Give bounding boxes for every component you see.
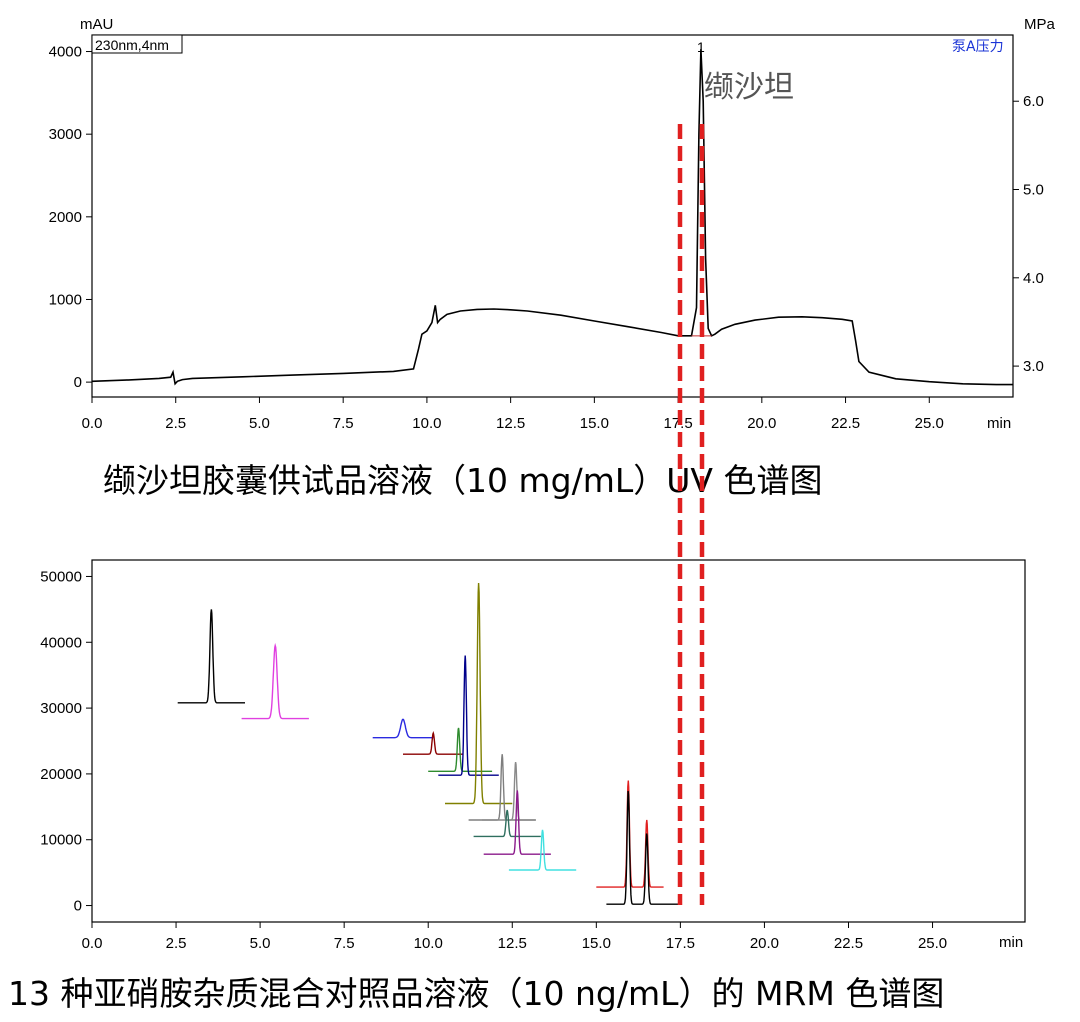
mrm-trace bbox=[606, 790, 681, 905]
uv-y-tick-label: 2000 bbox=[49, 209, 82, 226]
mrm-trace bbox=[468, 754, 536, 821]
uv-y-right-tick-label: 4.0 bbox=[1023, 270, 1044, 287]
mrm-trace bbox=[445, 582, 513, 805]
uv-x-tick-label: 22.5 bbox=[831, 415, 860, 432]
uv-x-tick-label: 2.5 bbox=[165, 415, 186, 432]
mrm-trace bbox=[438, 655, 499, 776]
mrm-axis-ticks: 0.0 2.5 5.0 7.5 10.0 12.5 15.0 17.5 20.0 22.5 25.0… bbox=[40, 568, 947, 952]
uv-chromatogram-panel: mAU MPa min 230nm,4nm 泵A压力 0.0 2.5 5.0 7.5 1… bbox=[49, 16, 1056, 500]
uv-x-tick-label: 7.5 bbox=[333, 415, 354, 432]
uv-axis-ticks: 0.02.55.07.510.012.515.017.520.022.525.0… bbox=[49, 44, 1044, 432]
uv-x-tick-label: 10.0 bbox=[412, 415, 441, 432]
mrm-caption: 13 种亚硝胺杂质混合对照品溶液（10 ng/mL）的 MRM 色谱图 bbox=[8, 974, 944, 1013]
mrm-series bbox=[177, 582, 681, 905]
mrm-y-tick-label: 0 bbox=[74, 898, 82, 915]
uv-y-tick-label: 0 bbox=[74, 374, 82, 391]
mrm-trace bbox=[241, 642, 309, 720]
mrm-x-tick-label: 22.5 bbox=[834, 935, 863, 952]
uv-x-tick-label: 25.0 bbox=[915, 415, 944, 432]
mrm-trace bbox=[177, 609, 245, 704]
mrm-trace bbox=[403, 730, 464, 755]
uv-peak-number: 1 bbox=[697, 39, 705, 55]
uv-detector-label: 230nm,4nm bbox=[95, 37, 169, 53]
uv-x-tick-label: 5.0 bbox=[249, 415, 270, 432]
uv-caption: 缬沙坦胶囊供试品溶液（10 mg/mL）UV 色谱图 bbox=[103, 461, 822, 500]
uv-y-unit-right: MPa bbox=[1024, 16, 1056, 33]
uv-legend: 泵A压力 bbox=[952, 39, 1004, 55]
mrm-x-tick-label: 25.0 bbox=[918, 935, 947, 952]
uv-peak-label: 缬沙坦 bbox=[704, 70, 794, 105]
uv-x-tick-label: 20.0 bbox=[747, 415, 776, 432]
mrm-trace bbox=[372, 718, 434, 739]
mrm-trace bbox=[428, 727, 493, 772]
mrm-y-tick-label: 40000 bbox=[40, 634, 82, 651]
uv-trace bbox=[91, 49, 1013, 386]
mrm-y-tick-label: 20000 bbox=[40, 766, 82, 783]
uv-y-unit-left: mAU bbox=[80, 16, 113, 33]
uv-plot-frame bbox=[91, 34, 1014, 398]
mrm-x-tick-label: 5.0 bbox=[250, 935, 271, 952]
mrm-y-tick-label: 50000 bbox=[40, 568, 82, 585]
mrm-x-tick-label: 7.5 bbox=[334, 935, 355, 952]
uv-x-unit: min bbox=[987, 415, 1011, 432]
uv-y-tick-label: 4000 bbox=[49, 44, 82, 61]
mrm-x-tick-label: 20.0 bbox=[750, 935, 779, 952]
uv-y-tick-label: 1000 bbox=[49, 291, 82, 308]
mrm-x-tick-label: 2.5 bbox=[166, 935, 187, 952]
retention-window-markers bbox=[677, 124, 705, 905]
mrm-chromatogram-panel: min 0.0 2.5 5.0 7.5 10.0 12.5 15.0 17.5 20.0 22.5… bbox=[8, 559, 1026, 1013]
mrm-trace bbox=[473, 809, 541, 838]
uv-y-right-tick-label: 6.0 bbox=[1023, 93, 1044, 110]
mrm-x-tick-label: 12.5 bbox=[498, 935, 527, 952]
mrm-trace bbox=[483, 790, 551, 855]
mrm-x-tick-label: 10.0 bbox=[414, 935, 443, 952]
mrm-y-tick-label: 10000 bbox=[40, 832, 82, 849]
uv-detector-badge-box bbox=[91, 34, 183, 54]
uv-y-right-tick-label: 3.0 bbox=[1023, 358, 1044, 375]
uv-series bbox=[91, 49, 1013, 386]
mrm-trace bbox=[508, 829, 577, 871]
mrm-x-unit: min bbox=[999, 934, 1023, 951]
uv-x-tick-label: 15.0 bbox=[580, 415, 609, 432]
uv-y-right-tick-label: 5.0 bbox=[1023, 182, 1044, 199]
uv-x-tick-label: 12.5 bbox=[496, 415, 525, 432]
mrm-x-tick-label: 17.5 bbox=[666, 935, 695, 952]
mrm-x-tick-label: 0.0 bbox=[82, 935, 103, 952]
mrm-x-tick-label: 15.0 bbox=[582, 935, 611, 952]
uv-x-tick-label: 0.0 bbox=[82, 415, 103, 432]
uv-y-tick-label: 3000 bbox=[49, 126, 82, 143]
mrm-plot-frame bbox=[91, 559, 1026, 923]
mrm-y-tick-label: 30000 bbox=[40, 700, 82, 717]
